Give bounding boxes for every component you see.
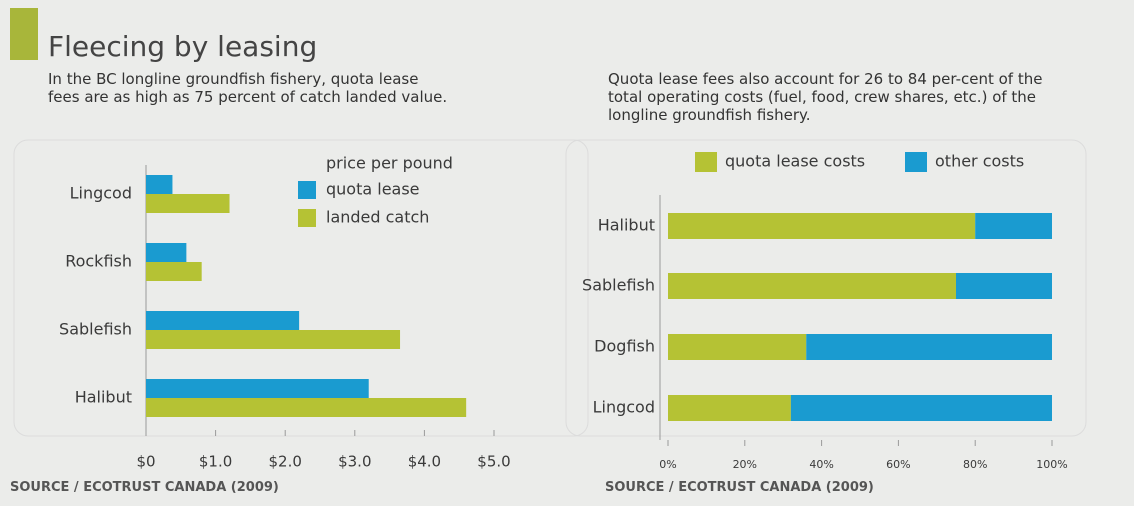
y-tick-label: Lingcod	[70, 184, 132, 203]
subtitle: Quota lease fees also account for 26 to …	[608, 70, 1043, 124]
bar	[146, 379, 369, 398]
bar-segment	[806, 334, 1052, 360]
legend-label: quota lease	[326, 180, 420, 199]
bar-segment	[956, 273, 1052, 299]
x-tick-label: 20%	[733, 458, 757, 471]
x-tick-label: 0%	[659, 458, 676, 471]
title: Fleecing by leasing	[48, 30, 318, 63]
legend-swatch	[298, 209, 316, 227]
source: SOURCE / ECOTRUST CANADA (2009)	[10, 480, 279, 495]
x-tick-label: 80%	[963, 458, 987, 471]
legend-title: price per pound	[326, 154, 453, 173]
y-tick-label: Dogfish	[594, 337, 655, 356]
y-tick-label: Rockfish	[65, 252, 132, 271]
bar	[146, 398, 467, 417]
bar	[146, 330, 401, 349]
panel	[13, 139, 589, 437]
bar-segment	[668, 395, 791, 421]
y-tick-label: Halibut	[598, 216, 655, 235]
x-tick-label: 60%	[886, 458, 910, 471]
bar	[146, 262, 202, 281]
x-tick-label: $3.0	[338, 453, 371, 471]
x-tick-label: $1.0	[199, 453, 232, 471]
bar	[146, 194, 230, 213]
bar-segment	[668, 273, 956, 299]
y-tick-label: Sablefish	[582, 276, 655, 295]
x-tick-label: $0	[136, 453, 155, 471]
bar-segment	[668, 334, 807, 360]
legend-swatch	[298, 181, 316, 199]
subtitle: In the BC longline groundfish fishery, q…	[48, 70, 448, 106]
y-tick-label: Sablefish	[59, 320, 132, 339]
legend-swatch	[905, 152, 927, 172]
x-tick-label: $2.0	[268, 453, 301, 471]
bar	[146, 243, 187, 262]
legend-swatch	[695, 152, 717, 172]
bar-segment	[668, 213, 976, 239]
x-tick-label: $4.0	[408, 453, 441, 471]
bar	[146, 311, 300, 330]
y-tick-label: Halibut	[75, 388, 132, 407]
x-tick-label: $5.0	[477, 453, 510, 471]
bar	[146, 175, 173, 194]
legend-label: landed catch	[326, 208, 429, 227]
y-tick-label: Lingcod	[593, 398, 655, 417]
bar-segment	[790, 395, 1052, 421]
source: SOURCE / ECOTRUST CANADA (2009)	[605, 480, 874, 495]
legend-label: quota lease costs	[725, 152, 865, 171]
x-tick-label: 40%	[809, 458, 833, 471]
x-tick-label: 100%	[1036, 458, 1067, 471]
panel	[565, 139, 1087, 437]
legend-label: other costs	[935, 152, 1024, 171]
bar-segment	[975, 213, 1052, 239]
accent-block	[10, 8, 38, 60]
